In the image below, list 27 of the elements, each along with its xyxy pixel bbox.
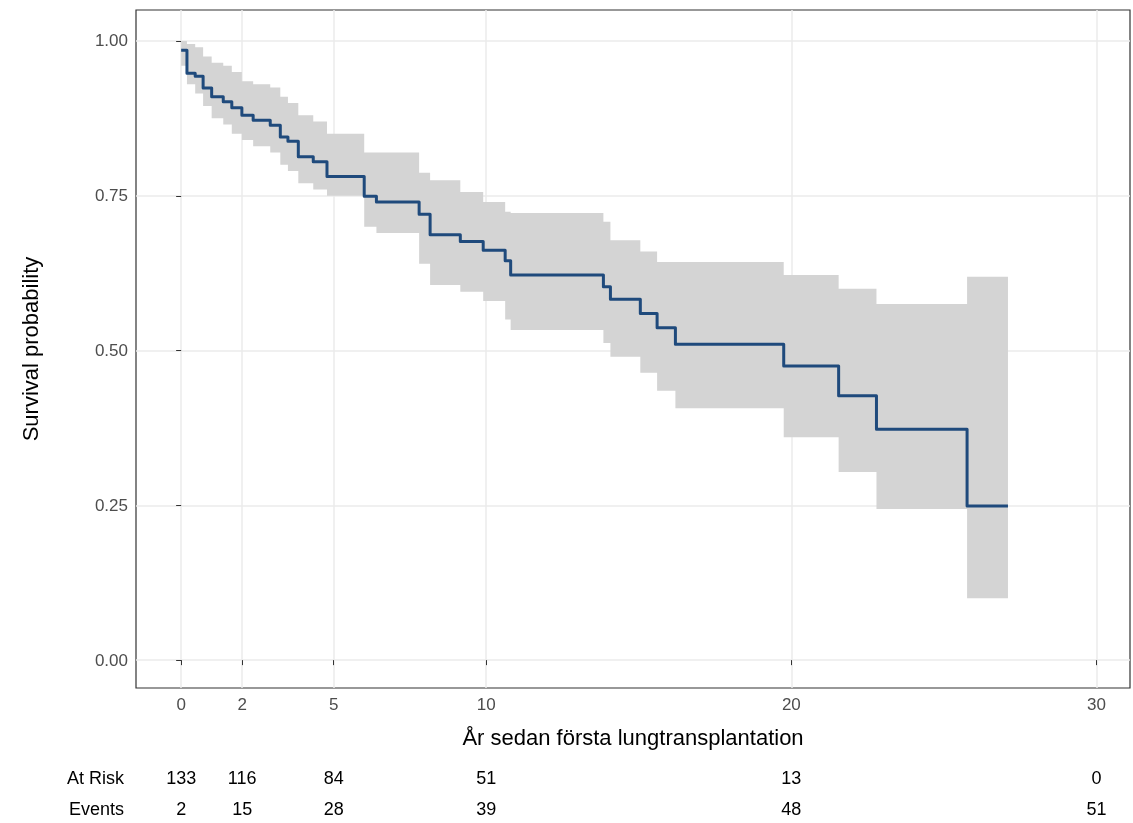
- x-tick-label: 2: [237, 695, 247, 714]
- text: At Risk: [66, 768, 125, 788]
- text: 28: [323, 799, 344, 819]
- text: 84: [323, 768, 344, 788]
- y-tick-label: 0.75: [94, 186, 128, 206]
- text: 13: [781, 768, 802, 788]
- text: 51: [1086, 799, 1107, 819]
- x-tick-label: 10: [476, 695, 496, 714]
- text: 51: [476, 768, 497, 788]
- text: 2: [176, 799, 187, 819]
- text: 116: [227, 768, 257, 788]
- text: 48: [781, 799, 802, 819]
- x-tick-label: 5: [328, 695, 339, 714]
- y-tick-label: 1.00: [94, 31, 128, 51]
- text: 15: [232, 799, 253, 819]
- y-axis-title: Survival probability: [17, 256, 43, 442]
- y-tick-label: 0.50: [94, 341, 128, 361]
- x-tick-label: 20: [781, 695, 801, 714]
- text: 133: [166, 768, 197, 788]
- x-axis-title: År sedan första lungtransplantation: [462, 724, 804, 750]
- y-tick-label: 0.00: [94, 650, 128, 670]
- text: Events: [68, 799, 124, 819]
- x-tick-label: 30: [1086, 695, 1106, 714]
- text: 0: [1091, 768, 1102, 788]
- x-tick-label: 0: [176, 695, 186, 714]
- text: 39: [476, 799, 497, 819]
- y-tick-label: 0.25: [94, 495, 128, 515]
